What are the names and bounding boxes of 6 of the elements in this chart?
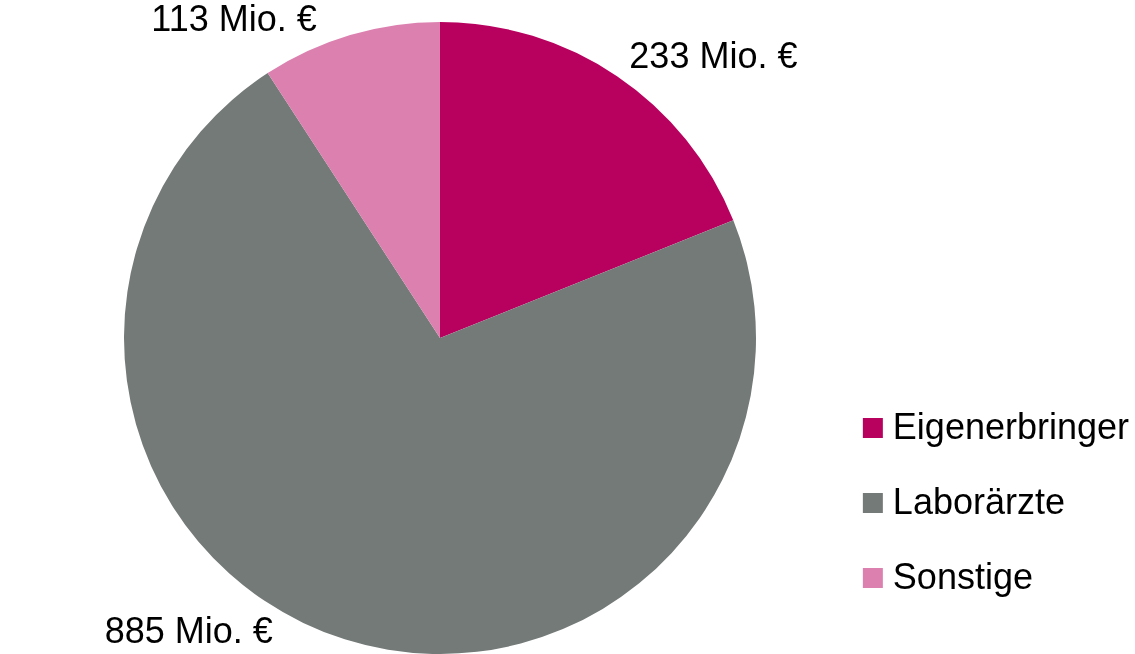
legend-label: Sonstige: [892, 555, 1033, 597]
legend-label: Eigenerbringer: [892, 405, 1130, 447]
data-label: 113 Mio. €: [151, 0, 317, 39]
legend-label: Laborärzte: [892, 480, 1065, 522]
data-label: 233 Mio. €: [629, 34, 798, 76]
data-label: 885 Mio. €: [104, 609, 273, 651]
